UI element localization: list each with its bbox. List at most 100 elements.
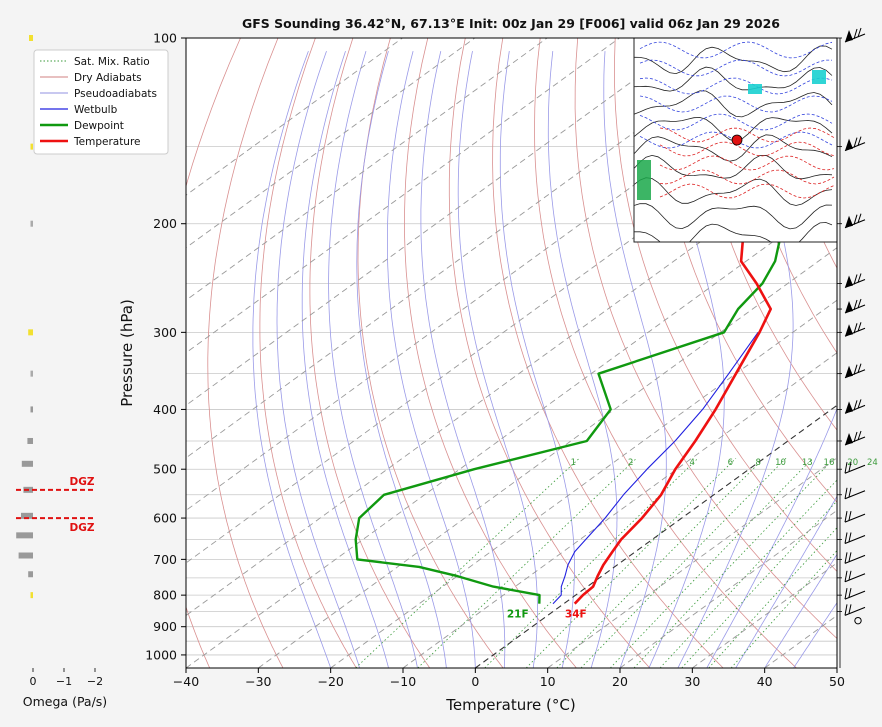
pseudoadiabat xyxy=(356,50,447,668)
series-dewpoint xyxy=(354,74,837,604)
mixing-ratio-line xyxy=(659,479,837,668)
legend-label: Temperature xyxy=(73,136,141,148)
wind-barb xyxy=(844,322,866,337)
isotherm-line xyxy=(186,38,620,354)
omega-bar xyxy=(28,571,33,578)
mixing-ratio-line xyxy=(633,458,835,668)
legend-label: Sat. Mix. Ratio xyxy=(74,56,150,68)
pseudoadiabat xyxy=(252,50,332,668)
map-precip xyxy=(748,84,762,94)
map-contour xyxy=(634,177,833,206)
map-contour xyxy=(634,134,833,162)
map-isotherm-cold xyxy=(639,77,833,95)
pseudoadiabat xyxy=(648,51,725,668)
legend-label: Wetbulb xyxy=(74,104,118,116)
legend-label: Pseudoadiabats xyxy=(74,88,157,100)
omega-bar xyxy=(28,329,33,336)
pseudoadiabat xyxy=(603,51,667,668)
dry-adiabat xyxy=(492,38,724,668)
mixing-ratio-lines xyxy=(355,458,837,668)
omega-bar xyxy=(18,552,33,559)
mixing-ratio-line xyxy=(610,458,813,668)
omega-bar xyxy=(16,532,33,539)
mixing-ratio-line xyxy=(580,458,787,668)
pseudoadiabat xyxy=(276,50,360,668)
mixing-ratio-label: 16 xyxy=(824,458,835,468)
y-tick-label: 300 xyxy=(153,325,177,340)
surface-label: 34F xyxy=(565,609,587,621)
map-isotherm-warm xyxy=(659,141,835,157)
y-tick-label: 500 xyxy=(153,462,177,477)
omega-tick-label: −1 xyxy=(56,675,72,688)
dry-adiabat xyxy=(574,38,837,639)
plot-frame xyxy=(185,37,838,669)
legend-label: Dry Adiabats xyxy=(74,72,142,84)
isotherm-line xyxy=(186,38,548,301)
omega-bar xyxy=(30,370,33,377)
map-isotherm-cold xyxy=(639,95,833,113)
wind-barb xyxy=(844,27,866,43)
pseudoadiabat xyxy=(499,51,575,668)
wind-barb xyxy=(844,273,866,289)
omega-bar xyxy=(30,406,33,413)
map-isotherm-cold xyxy=(639,41,833,59)
dry-adiabat xyxy=(403,38,577,668)
x-tick-label: 40 xyxy=(757,674,773,689)
mixing-ratio-label: 6 xyxy=(728,458,733,468)
map-isotherm-cold xyxy=(639,131,833,149)
x-tick-label: 20 xyxy=(612,674,628,689)
wind-barb xyxy=(844,587,866,600)
map-contour xyxy=(634,45,833,75)
y-tick-label: 700 xyxy=(153,552,177,567)
dry-adiabat xyxy=(259,38,357,668)
calm-circle xyxy=(854,616,862,625)
x-tick-label: 30 xyxy=(684,674,700,689)
mixing-ratio-label: 20 xyxy=(847,458,858,468)
mixing-ratio-label: 2 xyxy=(628,458,633,468)
axes-ticks: −40 −30 −20 −10 0 10 20 30 40 50 100 200 300 400 500 60… xyxy=(145,31,845,690)
legend: Sat. Mix. Ratio Dry Adiabats Pseudoadiabat… xyxy=(33,49,169,155)
map-contour xyxy=(634,203,833,230)
x-tick-label: 50 xyxy=(829,674,845,689)
wind-barb xyxy=(844,363,866,379)
mixing-ratio-line xyxy=(355,458,580,668)
y-tick-label: 800 xyxy=(153,588,177,603)
pseudoadiabat xyxy=(706,407,837,668)
mixing-ratio-label: 13 xyxy=(802,458,813,468)
mixing-ratio-label: 10 xyxy=(775,458,786,468)
dry-adiabat xyxy=(652,38,837,503)
map-isotherm-warm xyxy=(659,155,835,171)
dry-adiabat xyxy=(186,38,241,668)
location-marker xyxy=(731,134,743,146)
pseudoadiabat xyxy=(677,51,794,668)
dgz-label: DGZ xyxy=(70,476,95,488)
omega-bar xyxy=(21,460,33,467)
wind-barb xyxy=(844,136,866,152)
wind-barb xyxy=(844,399,866,414)
isotherm-line xyxy=(186,38,403,196)
x-tick-label: −20 xyxy=(317,674,343,689)
legend-label: Dewpoint xyxy=(74,120,124,132)
series-wetbulb xyxy=(552,331,759,605)
isotherm-line xyxy=(186,38,476,249)
y-tick-label: 200 xyxy=(153,216,177,231)
omega-bar xyxy=(21,512,33,519)
map-precip xyxy=(812,70,826,84)
pseudoadiabats xyxy=(252,50,837,668)
dry-adiabat xyxy=(309,38,431,668)
omega-axis-label: Omega (Pa/s) xyxy=(23,694,107,709)
omega-bar xyxy=(30,592,33,599)
map-isotherm-cold xyxy=(639,59,833,77)
map-isotherm-warm xyxy=(659,183,835,199)
map-contour xyxy=(634,66,833,92)
x-axis-label: Temperature (°C) xyxy=(445,696,575,714)
x-tick-label: 10 xyxy=(540,674,556,689)
mixing-ratio-line xyxy=(681,500,837,668)
isotherm-line xyxy=(186,38,693,406)
omega-bar xyxy=(30,143,33,150)
inset-map xyxy=(633,37,838,243)
omega-bar xyxy=(30,220,33,227)
x-tick-label: −30 xyxy=(245,674,271,689)
pseudoadiabat xyxy=(387,51,476,668)
